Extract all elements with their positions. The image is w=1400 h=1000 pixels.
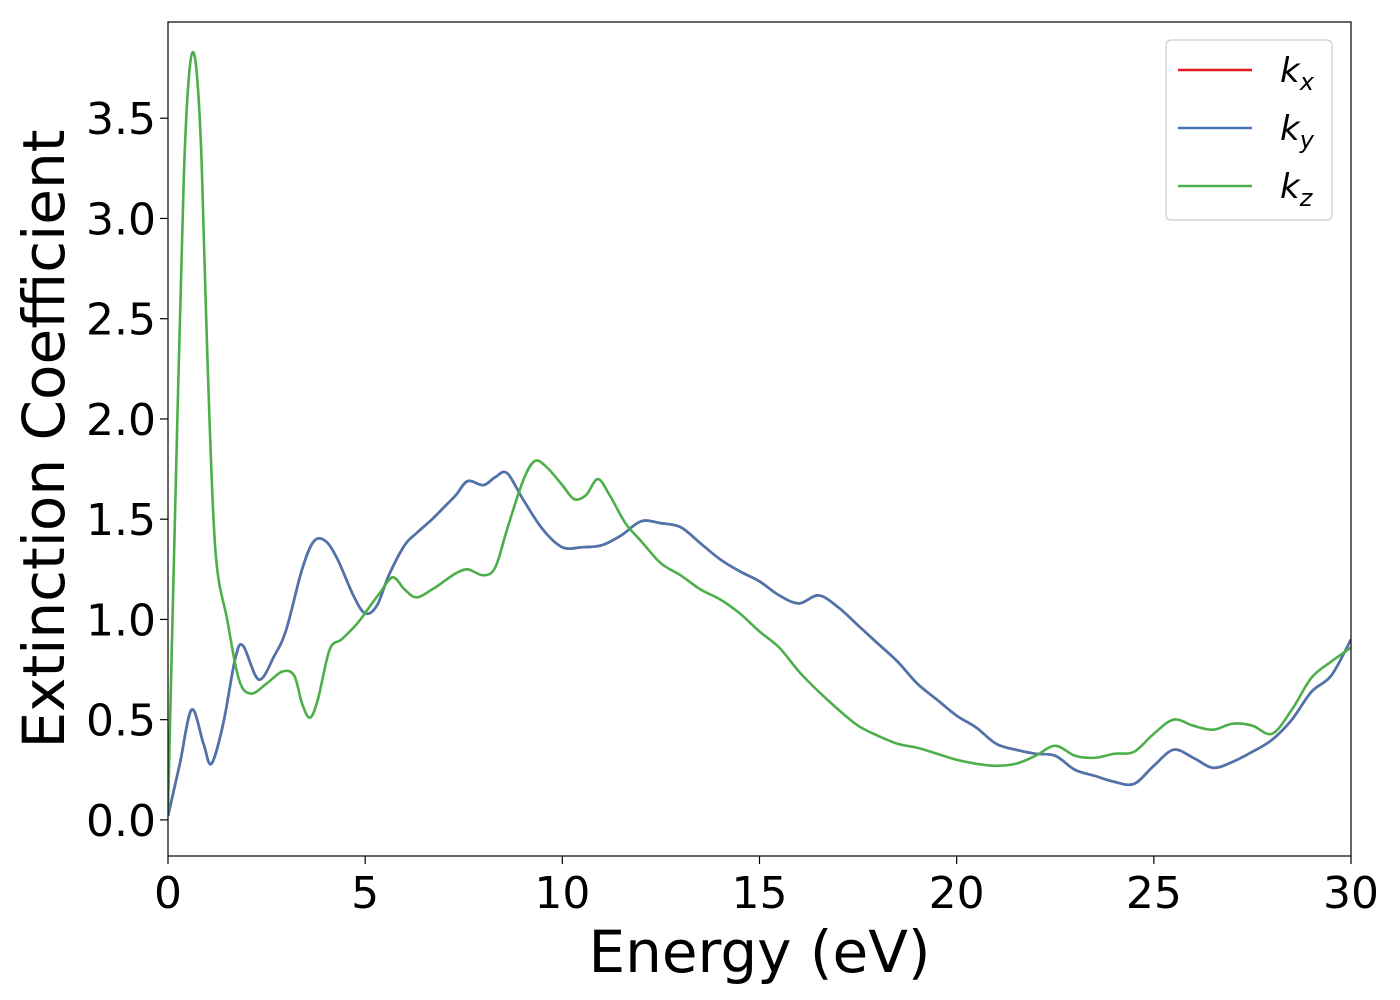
legend: kx ky kz <box>1165 39 1333 221</box>
x-axis: 0 5 10 15 20 25 30 <box>154 856 1379 919</box>
y-axis-title: Extinction Coefficient <box>10 130 78 749</box>
x-axis-title: Energy (eV) <box>588 918 930 986</box>
series-line-kz <box>168 50 1351 810</box>
y-axis: 0.0 0.5 1.0 1.5 2.0 2.5 3.0 3.5 <box>86 94 168 847</box>
legend-label-ky: ky <box>1280 109 1315 154</box>
x-tick-label: 20 <box>929 868 985 919</box>
y-tick-label: 1.5 <box>86 495 156 546</box>
y-tick-label: 3.5 <box>86 94 156 145</box>
x-tick-label: 25 <box>1126 868 1182 919</box>
x-tick-label: 15 <box>732 868 788 919</box>
legend-label-kx: kx <box>1280 51 1315 96</box>
legend-label-kz: kz <box>1280 167 1314 212</box>
series-layer <box>168 50 1351 817</box>
y-tick-label: 3.0 <box>86 194 156 245</box>
y-tick-label: 2.5 <box>86 295 156 346</box>
series-line-ky <box>168 470 1351 817</box>
y-tick-label: 2.0 <box>86 395 156 446</box>
y-tick-label: 0.5 <box>86 696 156 747</box>
series-line-kx <box>168 470 1351 817</box>
x-tick-label: 0 <box>154 868 182 919</box>
x-tick-label: 5 <box>351 868 379 919</box>
legend-box <box>1165 39 1333 221</box>
x-tick-label: 30 <box>1323 868 1379 919</box>
x-tick-label: 10 <box>534 868 590 919</box>
y-tick-label: 0.0 <box>86 796 156 847</box>
y-tick-label: 1.0 <box>86 595 156 646</box>
